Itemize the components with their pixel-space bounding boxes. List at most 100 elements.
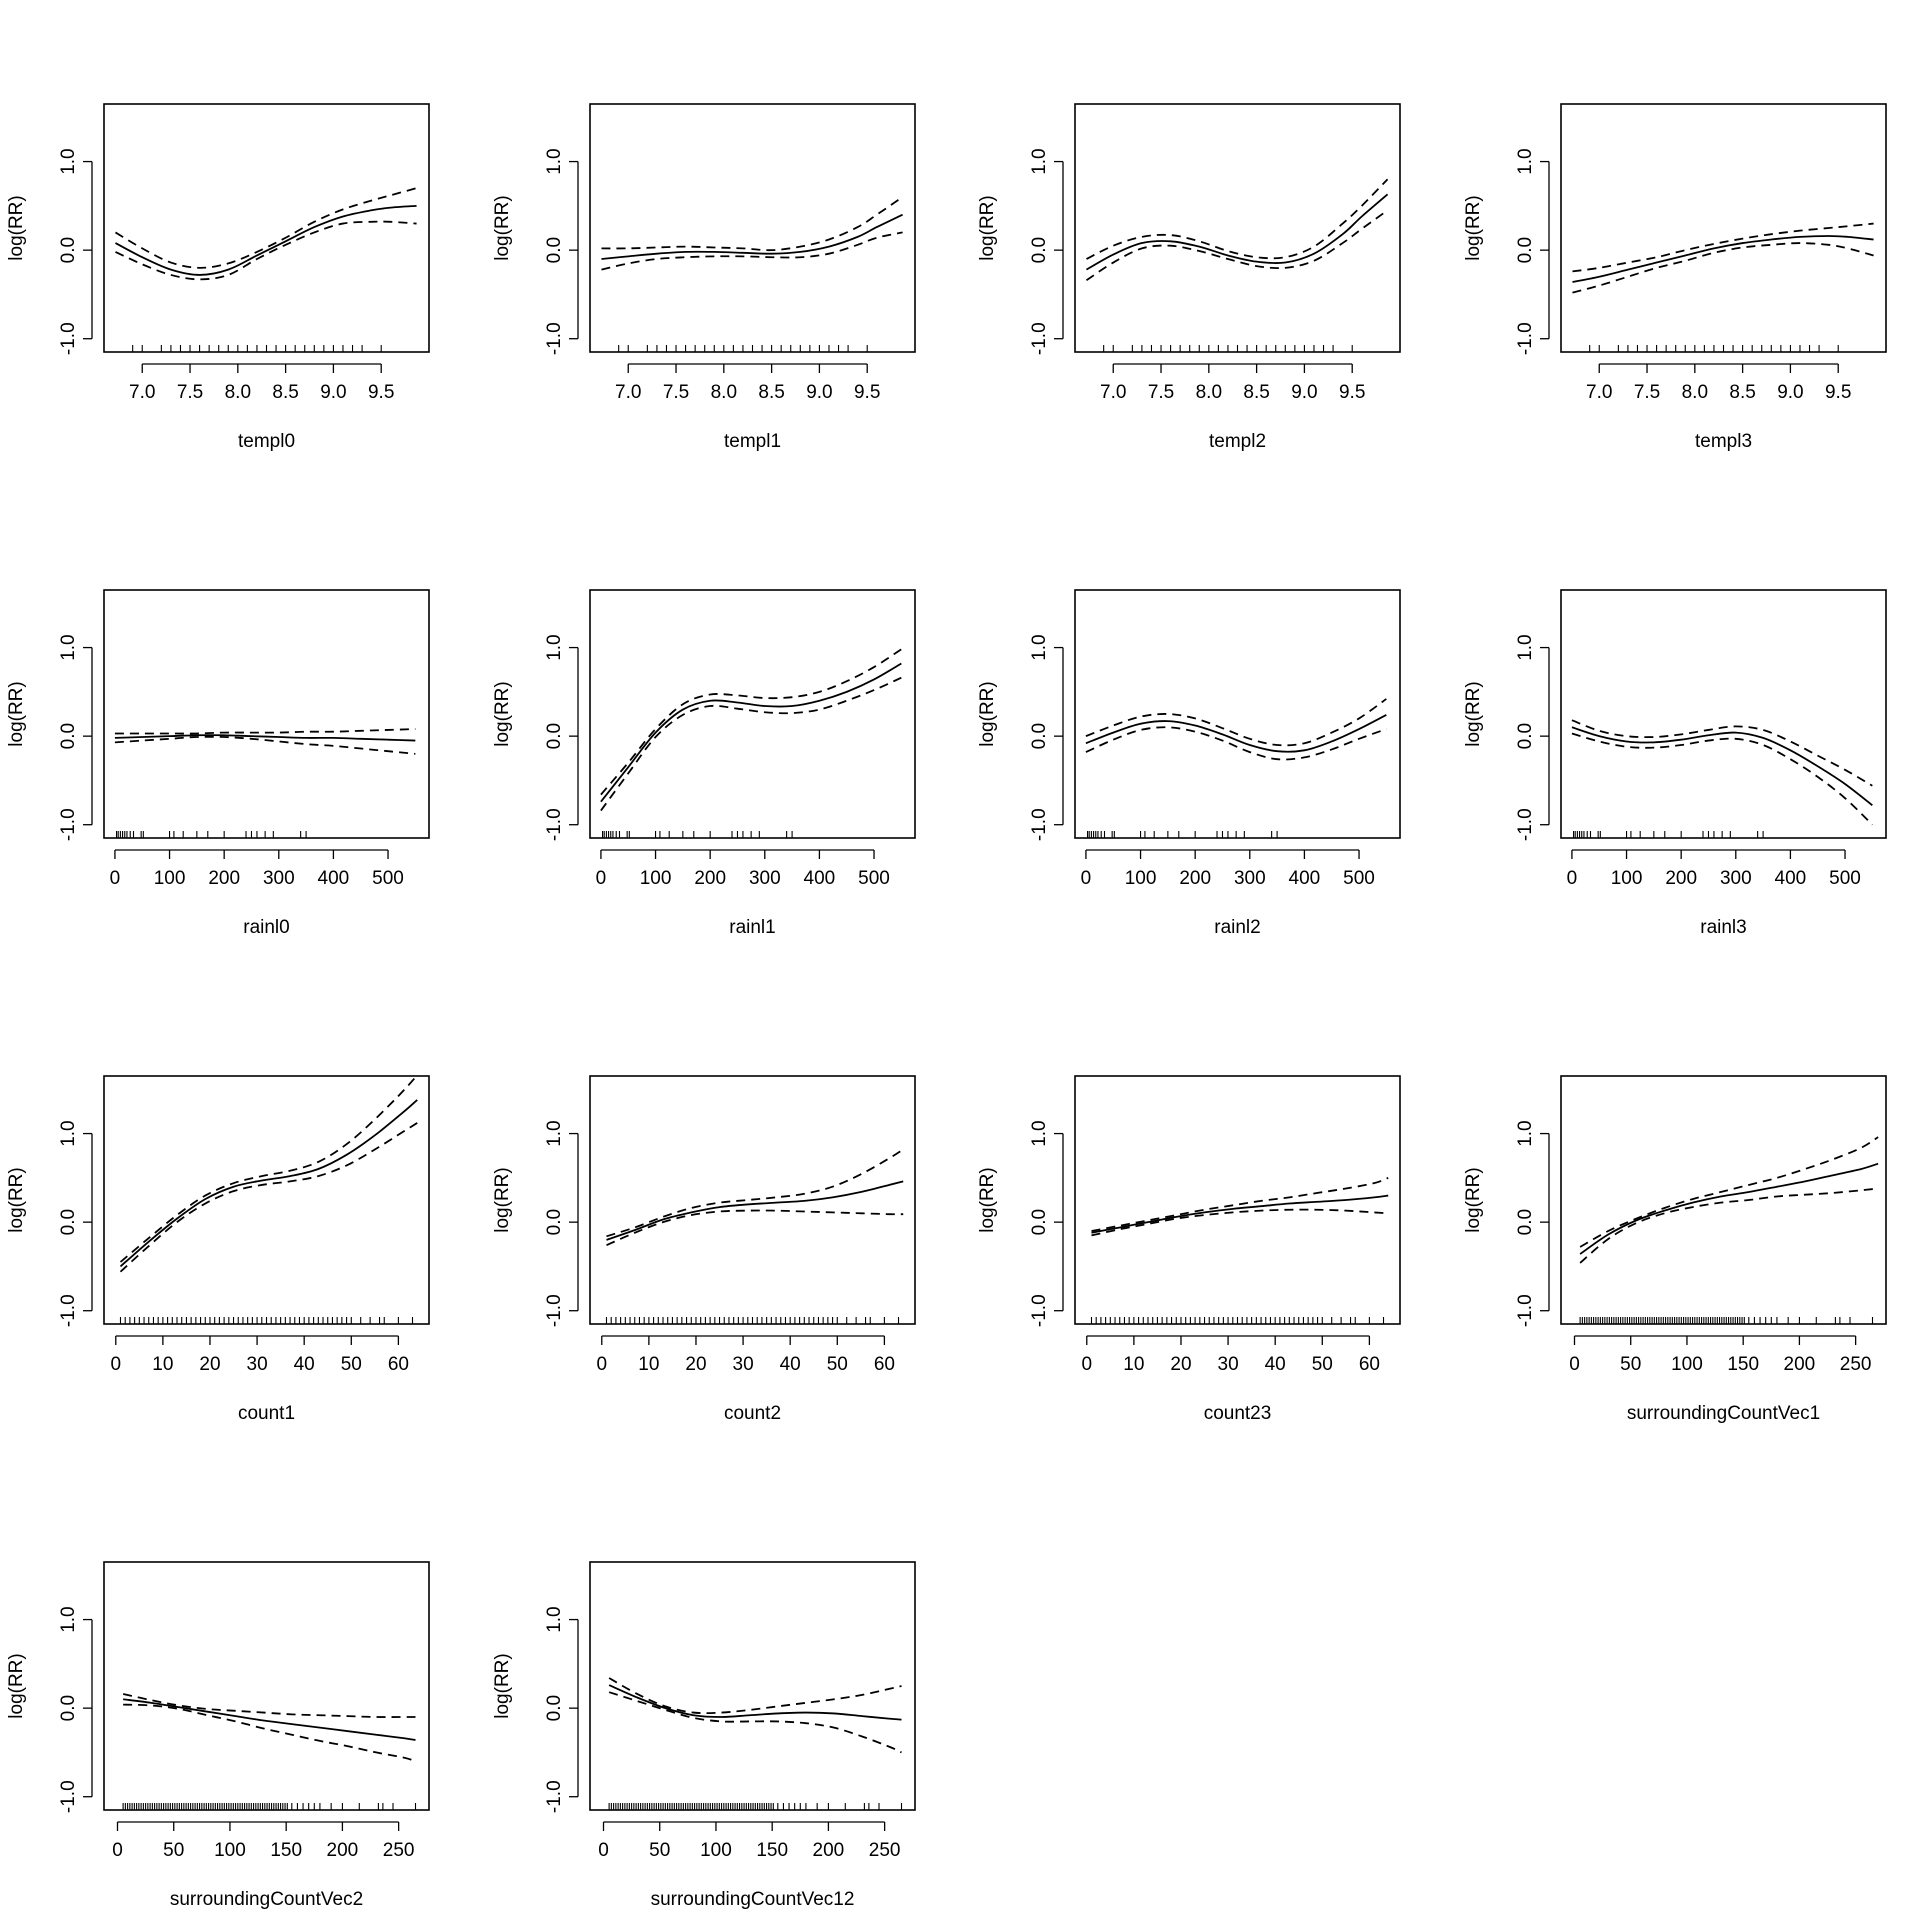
y-tick-label: 1.0 (544, 1606, 565, 1632)
plot-frame (1560, 103, 1887, 353)
lower-ci-line (115, 220, 417, 281)
y-tick-label: -1.0 (1515, 808, 1536, 841)
x-tick-label: 200 (1665, 868, 1697, 889)
curves (608, 1677, 902, 1754)
plot-frame (589, 103, 916, 353)
x-tick-label: 8.0 (1682, 382, 1708, 403)
x-tick-label: 7.0 (129, 382, 155, 403)
y-tick-label: 0.0 (544, 1695, 565, 1721)
curves (606, 1148, 904, 1246)
x-tick-label: 200 (1784, 1354, 1816, 1375)
lower-ci-line (600, 676, 902, 812)
y-tick-label: 1.0 (1515, 148, 1536, 174)
x-tick-label: 8.0 (711, 382, 737, 403)
y-tick-label: 0.0 (58, 723, 79, 749)
curves (122, 1693, 416, 1763)
x-tick-label: 0 (596, 868, 607, 889)
x-tick-label: 200 (694, 868, 726, 889)
panel-templ3: 7.0 7.5 8.0 8.5 9.0 9.5 -1.0 0.0 1.0 templ3 log(RR… (1463, 103, 1887, 452)
y-tick-label: -1.0 (544, 322, 565, 355)
x-axis-title: count23 (1204, 1403, 1272, 1424)
x-tick-label: 200 (208, 868, 240, 889)
x-tick-label: 50 (827, 1354, 848, 1375)
lower-ci-line (1085, 209, 1389, 282)
curves (1572, 222, 1874, 294)
x-tick-label: 0 (110, 868, 121, 889)
x-tick-label: 8.0 (1196, 382, 1222, 403)
estimate-line (608, 1684, 902, 1721)
panel-surroundingCountVec1: 0 50 100 150 200 250 -1.0 0.0 1.0 surroundingCoun… (1463, 1075, 1887, 1424)
curves (601, 196, 904, 271)
x-tick-label: 0 (1081, 1354, 1092, 1375)
x-axis-title: count2 (724, 1403, 781, 1424)
curves (1085, 698, 1387, 761)
curves (1085, 178, 1389, 282)
x-tick-label: 60 (874, 1354, 895, 1375)
y-tick-label: -1.0 (58, 1294, 79, 1327)
x-axis-title: rainl1 (729, 917, 775, 938)
y-tick-label: 1.0 (544, 1120, 565, 1146)
panel-surroundingCountVec2: 0 50 100 150 200 250 -1.0 0.0 1.0 surroundingCoun… (6, 1561, 430, 1910)
lower-ci-line (1091, 1208, 1389, 1237)
y-tick-label: 0.0 (1515, 237, 1536, 263)
lower-ci-line (123, 1703, 416, 1763)
y-tick-label: -1.0 (1029, 808, 1050, 841)
plot-frame (589, 1561, 916, 1811)
x-tick-label: 7.0 (1586, 382, 1612, 403)
x-axis-title: count1 (238, 1403, 295, 1424)
x-tick-label: 10 (1123, 1354, 1144, 1375)
x-tick-label: 0 (1081, 868, 1092, 889)
x-tick-label: 20 (199, 1354, 220, 1375)
x-axis-title: surroundingCountVec12 (651, 1889, 855, 1910)
x-tick-label: 9.0 (320, 382, 346, 403)
panel-templ2: 7.0 7.5 8.0 8.5 9.0 9.5 -1.0 0.0 1.0 templ2 log(RR… (977, 103, 1401, 452)
plot-frame (1560, 589, 1887, 839)
estimate-line (114, 734, 416, 742)
y-tick-label: -1.0 (544, 1780, 565, 1813)
upper-ci-line (115, 187, 417, 269)
x-tick-label: 40 (1265, 1354, 1286, 1375)
estimate-line (606, 1180, 904, 1241)
x-tick-label: 500 (1343, 868, 1375, 889)
y-tick-label: 0.0 (58, 237, 79, 263)
x-tick-label: 20 (1170, 1354, 1191, 1375)
x-tick-label: 250 (383, 1840, 415, 1861)
x-tick-label: 9.5 (854, 382, 880, 403)
plot-frame (103, 103, 430, 353)
x-tick-label: 50 (341, 1354, 362, 1375)
x-axis-title: surroundingCountVec2 (170, 1889, 363, 1910)
x-tick-label: 200 (1179, 868, 1211, 889)
y-axis-title: log(RR) (492, 195, 513, 260)
estimate-line (1086, 193, 1389, 271)
y-tick-label: -1.0 (544, 1294, 565, 1327)
x-tick-label: 40 (780, 1354, 801, 1375)
x-axis-title: rainl3 (1700, 917, 1746, 938)
estimate-line (1572, 235, 1874, 283)
y-tick-label: -1.0 (1515, 1294, 1536, 1327)
curves (1579, 1136, 1879, 1264)
x-tick-label: 10 (152, 1354, 173, 1375)
y-tick-label: 0.0 (1029, 723, 1050, 749)
lower-ci-line (1085, 726, 1387, 761)
upper-ci-line (1086, 178, 1389, 260)
x-tick-label: 8.5 (758, 382, 784, 403)
lower-ci-line (601, 231, 903, 271)
x-axis-title: templ1 (724, 431, 781, 452)
y-tick-label: 1.0 (58, 148, 79, 174)
y-tick-label: 0.0 (544, 723, 565, 749)
y-tick-label: 0.0 (544, 1209, 565, 1235)
y-axis-title: log(RR) (492, 1167, 513, 1232)
y-axis-title: log(RR) (977, 1167, 998, 1232)
y-tick-label: -1.0 (1515, 322, 1536, 355)
x-tick-label: 9.0 (806, 382, 832, 403)
plot-frame (1074, 103, 1401, 353)
x-tick-label: 300 (263, 868, 295, 889)
x-tick-label: 100 (640, 868, 672, 889)
panel-count1: 0 10 20 30 40 50 60 -1.0 0.0 1.0 count1 log(RR) (6, 1075, 430, 1424)
y-tick-label: 0.0 (58, 1209, 79, 1235)
lower-ci-line (119, 1122, 418, 1273)
panel-templ0: 7.0 7.5 8.0 8.5 9.0 9.5 -1.0 0.0 1.0 templ0 log(RR… (6, 103, 430, 452)
y-tick-label: 0.0 (544, 237, 565, 263)
upper-ci-line (119, 1076, 418, 1263)
x-tick-label: 9.5 (368, 382, 394, 403)
